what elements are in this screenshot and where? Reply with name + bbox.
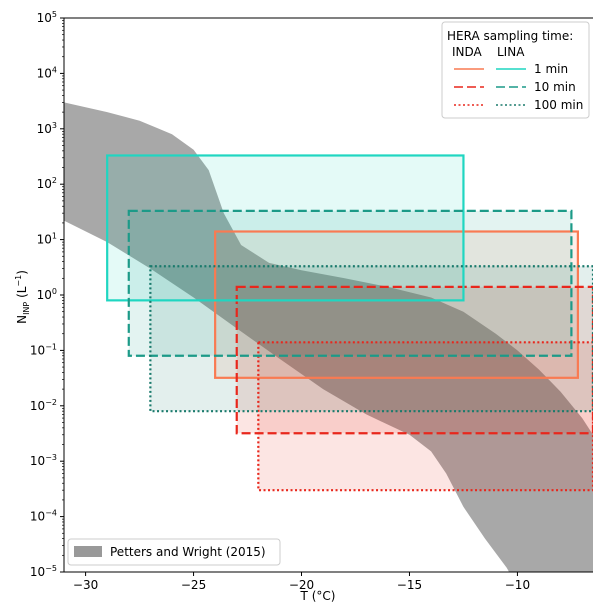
box-outline-5 xyxy=(149,265,593,413)
legend-top-title: HERA sampling time: xyxy=(447,29,573,43)
legend-col-lina: LINA xyxy=(497,45,525,59)
y-tick-exp-4: −1 xyxy=(45,342,57,351)
band-petters-wright xyxy=(64,102,593,572)
y-tick-exp-1: −4 xyxy=(45,509,57,518)
box-outline-2 xyxy=(257,341,593,492)
legend-band-swatch xyxy=(74,546,102,557)
box-fill-layer xyxy=(107,155,593,491)
legend-bottom-box xyxy=(67,538,281,566)
x-ticks: −30 −25 −20 −15 −10 xyxy=(73,572,530,592)
y-tick-exp-7: 2 xyxy=(52,176,57,185)
y-tick-label-10: 105 xyxy=(37,10,57,25)
legend-row-label-2: 100 min xyxy=(534,98,583,112)
x-tick-label-3: −15 xyxy=(397,578,422,592)
y-tick-label-8: 103 xyxy=(37,121,57,136)
y-tick-base-1: 10 xyxy=(30,510,45,524)
box-outline-3 xyxy=(106,154,465,302)
y-tick-base-9: 10 xyxy=(37,66,52,80)
band-layer xyxy=(64,102,593,572)
y-tick-label-1: 10−4 xyxy=(30,509,57,524)
legend-band-label: Petters and Wright (2015) xyxy=(110,545,266,559)
y-tick-exp-3: −2 xyxy=(45,398,57,407)
box-line-layer xyxy=(106,154,593,492)
y-tick-base-7: 10 xyxy=(37,177,52,191)
y-tick-label-4: 10−1 xyxy=(30,342,57,357)
box-fill-1 xyxy=(236,286,593,434)
y-tick-base-4: 10 xyxy=(30,343,45,357)
box-fill-4 xyxy=(128,210,572,356)
x-axis-label: T (°C) xyxy=(300,589,336,603)
y-tick-base-10: 10 xyxy=(37,11,52,25)
y-tick-exp-9: 4 xyxy=(52,65,57,74)
x-tick-label-2: −20 xyxy=(289,578,314,592)
legend-top: HERA sampling time: INDA LINA 1 min 10 mi… xyxy=(441,21,590,119)
y-tick-label-9: 104 xyxy=(37,65,57,80)
y-tick-base-5: 10 xyxy=(37,288,52,302)
y-tick-exp-8: 3 xyxy=(52,121,57,130)
y-tick-exp-5: 0 xyxy=(52,287,57,296)
x-tick-label-0: −30 xyxy=(73,578,98,592)
x-tick-label-4: −10 xyxy=(505,578,530,592)
y-axis-label: NINP (L−1) xyxy=(14,270,31,324)
legend-row-label-0: 1 min xyxy=(534,62,568,76)
y-tick-base-2: 10 xyxy=(30,454,45,468)
legend-col-inda: INDA xyxy=(452,45,483,59)
y-tick-label-2: 10−3 xyxy=(30,453,57,468)
y-tick-base-6: 10 xyxy=(37,233,52,247)
legend-rows: 1 min 10 min 100 min xyxy=(454,62,583,112)
y-tick-exp-10: 5 xyxy=(52,10,57,19)
y-tick-base-3: 10 xyxy=(30,399,45,413)
y-axis-label-main: N xyxy=(15,315,29,324)
y-tick-label-5: 100 xyxy=(37,287,57,302)
box-fill-5 xyxy=(150,266,593,412)
box-fill-2 xyxy=(258,342,593,491)
y-axis-label-unit-close: ) xyxy=(15,270,29,275)
y-axis-label-sub: INP xyxy=(22,302,31,315)
y-tick-label-6: 101 xyxy=(37,232,57,247)
y-tick-label-7: 102 xyxy=(37,176,57,191)
box-outline-0 xyxy=(214,230,579,379)
legend-bottom: Petters and Wright (2015) xyxy=(67,538,281,566)
y-tick-exp-6: 1 xyxy=(52,232,57,241)
box-fill-0 xyxy=(215,231,578,378)
box-outline-1 xyxy=(235,285,593,435)
y-axis-label-unit-exp: −1 xyxy=(14,275,23,287)
x-tick-label-1: −25 xyxy=(181,578,206,592)
y-tick-label-3: 10−2 xyxy=(30,398,57,413)
box-outline-4 xyxy=(127,209,573,357)
y-tick-exp-2: −3 xyxy=(45,453,57,462)
y-tick-base-8: 10 xyxy=(37,122,52,136)
y-tick-exp-0: −5 xyxy=(45,564,57,573)
box-fill-3 xyxy=(107,155,464,301)
y-tick-base-0: 10 xyxy=(30,565,45,579)
plot-area xyxy=(64,102,593,572)
y-axis-label-unit-open: (L xyxy=(15,286,29,301)
y-tick-label-0: 10−5 xyxy=(30,564,57,579)
legend-top-box xyxy=(441,21,590,119)
legend-row-label-1: 10 min xyxy=(534,80,576,94)
